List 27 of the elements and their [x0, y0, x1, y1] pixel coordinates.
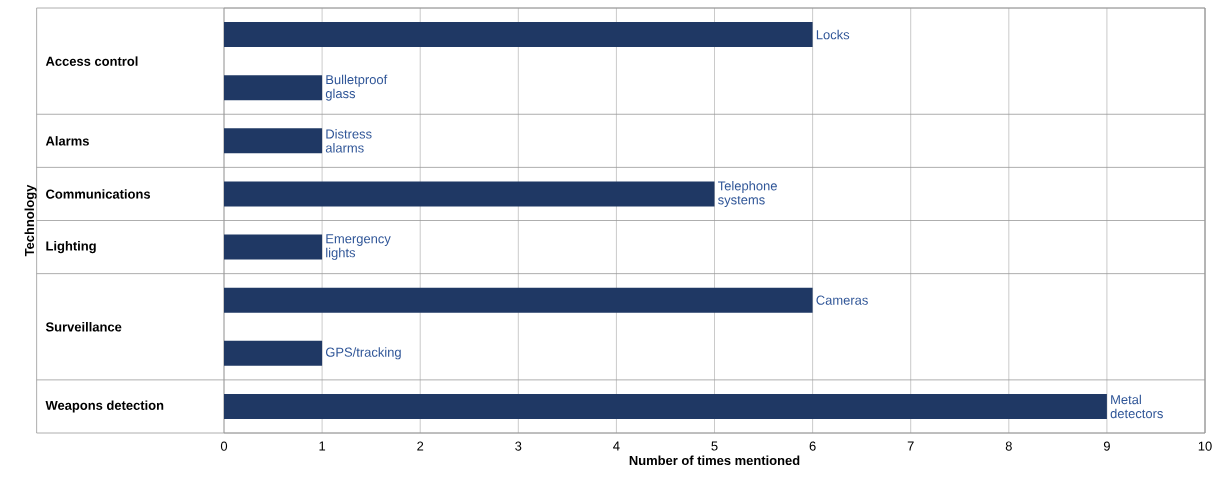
y-tick-label: Alarms	[45, 136, 89, 146]
data-label: Distress alarms	[325, 129, 372, 153]
y-axis-title: Technology	[24, 184, 37, 257]
data-label: Bulletproof glass	[325, 74, 388, 101]
x-tick-label: 10	[1198, 441, 1212, 451]
x-tick-label: 1	[319, 441, 326, 451]
x-tick-label: 3	[515, 441, 522, 451]
y-tick-label: Surveillance	[45, 321, 122, 332]
y-tick-label: Weapons detection	[45, 400, 164, 413]
y-tick-label: Communications	[46, 189, 151, 199]
data-label: Metal detectors	[1110, 394, 1163, 419]
x-axis-title: Number of times mentioned	[629, 455, 800, 466]
x-tick-label: 7	[907, 441, 914, 451]
data-label: Emergency lights	[326, 234, 391, 260]
data-label: Cameras	[816, 295, 868, 305]
y-tick-label: Access control	[45, 56, 138, 66]
x-tick-label: 2	[417, 441, 424, 451]
data-label: Locks	[816, 29, 850, 40]
data-label: Telephone systems	[718, 180, 777, 207]
x-tick-label: 4	[613, 441, 620, 451]
x-tick-label: 8	[1005, 441, 1012, 451]
y-tick-label: Lighting	[46, 241, 96, 254]
x-tick-label: 9	[1103, 441, 1110, 451]
data-label: GPS/tracking	[325, 347, 401, 360]
x-tick-label: 5	[711, 441, 718, 451]
x-tick-label: 0	[220, 441, 228, 451]
x-tick-label: 6	[809, 441, 816, 451]
